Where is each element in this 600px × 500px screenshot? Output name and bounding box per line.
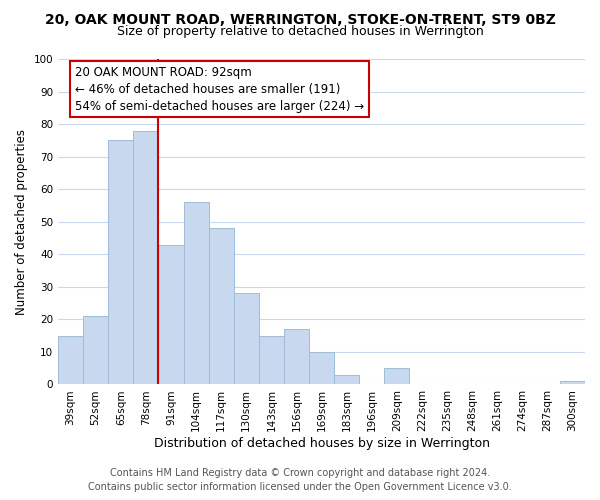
Bar [108,140,133,384]
Bar [184,202,209,384]
Bar [209,228,233,384]
X-axis label: Distribution of detached houses by size in Werrington: Distribution of detached houses by size … [154,437,490,450]
Y-axis label: Number of detached properties: Number of detached properties [15,128,28,314]
Bar [560,381,585,384]
Text: 20 OAK MOUNT ROAD: 92sqm
← 46% of detached houses are smaller (191)
54% of semi-: 20 OAK MOUNT ROAD: 92sqm ← 46% of detach… [75,66,364,112]
Text: Size of property relative to detached houses in Werrington: Size of property relative to detached ho… [116,25,484,38]
Text: 20, OAK MOUNT ROAD, WERRINGTON, STOKE-ON-TRENT, ST9 0BZ: 20, OAK MOUNT ROAD, WERRINGTON, STOKE-ON… [44,12,556,26]
Bar [334,374,359,384]
Bar [158,244,184,384]
Bar [83,316,108,384]
Bar [233,294,259,384]
Bar [309,352,334,384]
Bar [384,368,409,384]
Bar [284,329,309,384]
Bar [259,336,284,384]
Bar [58,336,83,384]
Text: Contains HM Land Registry data © Crown copyright and database right 2024.
Contai: Contains HM Land Registry data © Crown c… [88,468,512,492]
Bar [133,130,158,384]
